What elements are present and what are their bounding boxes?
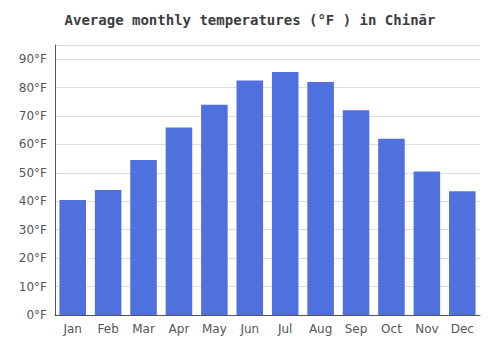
svg-text:20°F: 20°F — [19, 251, 47, 265]
svg-text:60°F: 60°F — [19, 137, 47, 151]
svg-text:0°F: 0°F — [26, 308, 47, 322]
svg-text:Mar: Mar — [132, 322, 155, 336]
svg-text:May: May — [202, 322, 227, 336]
svg-text:40°F: 40°F — [19, 194, 47, 208]
svg-text:Average monthly temperatures (: Average monthly temperatures (°F ) in Ch… — [65, 12, 436, 28]
svg-text:70°F: 70°F — [19, 109, 47, 123]
svg-text:Sep: Sep — [345, 322, 368, 336]
svg-text:Jun: Jun — [239, 322, 259, 336]
svg-text:Oct: Oct — [381, 322, 402, 336]
svg-text:Aug: Aug — [309, 322, 332, 336]
svg-text:Dec: Dec — [451, 322, 474, 336]
svg-text:90°F: 90°F — [19, 52, 47, 66]
svg-text:30°F: 30°F — [19, 223, 47, 237]
svg-text:Jan: Jan — [62, 322, 82, 336]
svg-text:Jul: Jul — [277, 322, 292, 336]
svg-text:50°F: 50°F — [19, 166, 47, 180]
svg-text:10°F: 10°F — [19, 280, 47, 294]
svg-text:80°F: 80°F — [19, 81, 47, 95]
svg-text:Apr: Apr — [169, 322, 190, 336]
svg-text:Feb: Feb — [98, 322, 119, 336]
svg-text:Nov: Nov — [415, 322, 438, 336]
